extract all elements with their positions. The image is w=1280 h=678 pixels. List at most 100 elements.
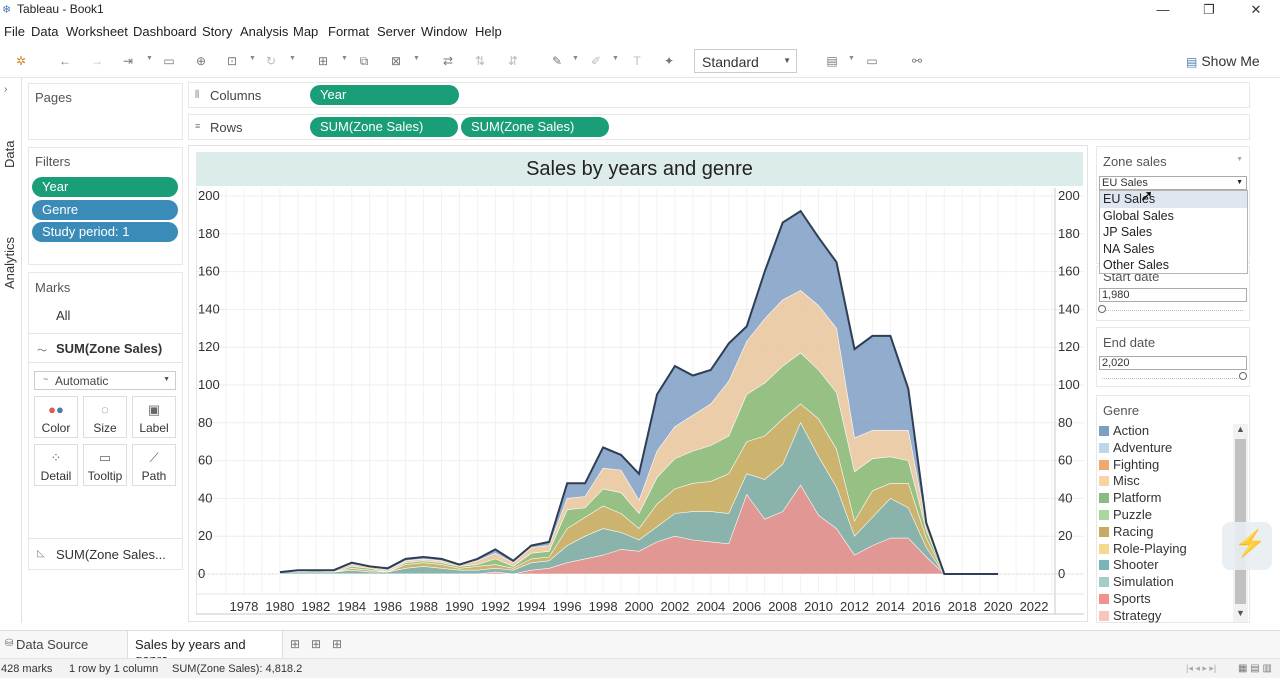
group-caret-icon[interactable]: ▼ [612,55,619,62]
legend-item-shooter[interactable]: Shooter [1099,557,1232,574]
minimize-icon[interactable]: — [1156,2,1170,17]
new-story-tab-icon[interactable]: ⊞ [332,637,343,651]
show-me-button[interactable]: ▤ Show Me [1186,53,1260,69]
refresh-caret-icon[interactable]: ▼ [289,55,296,62]
filter-pill-study-period[interactable]: Study period: 1 [32,222,178,242]
menu-analysis[interactable]: Analysis [240,24,289,39]
menu-worksheet[interactable]: Worksheet [66,24,128,39]
end-date-slider-track[interactable] [1102,378,1243,380]
scroll-down-icon[interactable]: ▼ [1236,608,1245,618]
menu-server[interactable]: Server [377,24,416,39]
rows-pill-2[interactable]: SUM(Zone Sales) [461,117,609,137]
new-dashboard-tab-icon[interactable]: ⊞ [311,637,322,651]
zone-option-jp[interactable]: JP Sales [1103,225,1153,240]
menu-help[interactable]: Help [475,24,502,39]
marks-detail-button[interactable]: ⁘ Detail [34,444,78,486]
legend-item-sports[interactable]: Sports [1099,591,1232,608]
new-worksheet-icon[interactable]: ⊞ [317,54,329,68]
nav-first-icon[interactable]: |◂ ◂ ▸ ▸| [1186,663,1217,673]
legend-item-racing[interactable]: Racing [1099,524,1232,541]
save-icon[interactable]: ▭ [163,54,175,68]
marks-measure-tab[interactable]: 〜 SUM(Zone Sales) [29,333,182,363]
legend-item-action[interactable]: Action [1099,423,1232,440]
marks-all-tab[interactable]: All [56,308,71,323]
show-cards-caret-icon[interactable]: ▼ [848,55,855,62]
tableau-home-icon[interactable]: ✲ [15,54,27,68]
legend-item-adventure[interactable]: Adventure [1099,440,1232,457]
menu-file[interactable]: File [4,24,25,39]
group-icon[interactable]: ✐ [590,54,602,68]
mark-type-select[interactable]: ~ Automatic ▼ [34,371,176,390]
menu-map[interactable]: Map [293,24,319,39]
menu-format[interactable]: Format [328,24,370,39]
sort-ascending-icon[interactable]: ⇅ [474,54,486,68]
zone-sales-select[interactable]: EU Sales ▼ [1099,176,1247,190]
tab-data[interactable]: Data [2,140,17,168]
start-date-slider-track[interactable] [1102,310,1243,312]
zone-option-other[interactable]: Other Sales [1103,258,1170,273]
replay-icon[interactable]: ⇥ [122,54,134,68]
legend-item-fighting[interactable]: Fighting [1099,457,1232,474]
pages-card[interactable]: Pages [28,83,183,140]
clear-caret-icon[interactable]: ▼ [413,55,420,62]
legend-scroll-thumb[interactable] [1235,439,1246,604]
floating-widget[interactable]: ⚡ [1222,522,1272,570]
end-date-input[interactable]: 2,020 [1099,356,1247,370]
zone-option-eu[interactable]: EU Sales [1100,191,1247,208]
zone-option-na[interactable]: NA Sales [1103,241,1155,256]
filter-pill-year[interactable]: Year [32,177,178,197]
legend-item-misc[interactable]: Misc [1099,473,1232,490]
filter-pill-genre[interactable]: Genre [32,200,178,220]
pin-icon[interactable]: ✦ [663,54,675,68]
zone-option-global[interactable]: Global Sales [1103,208,1174,223]
share-icon[interactable]: ⚯ [911,54,923,68]
undo-icon[interactable]: ← [59,54,71,68]
legend-item-strategy[interactable]: Strategy [1099,608,1232,625]
marks-color-button[interactable]: ●● Color [34,396,78,438]
tab-analytics[interactable]: Analytics [2,236,17,289]
restore-icon[interactable]: ❐ [1203,2,1215,17]
menu-window[interactable]: Window [421,24,468,39]
marks-tooltip-button[interactable]: ▭ Tooltip [83,444,127,486]
pause-updates-icon[interactable]: ⊡ [226,54,238,68]
legend-item-puzzle[interactable]: Puzzle [1099,507,1232,524]
menu-story[interactable]: Story [202,24,233,39]
labels-icon[interactable]: T [633,54,641,68]
swap-icon[interactable]: ⇄ [442,54,454,68]
start-date-input[interactable]: 1,980 [1099,288,1247,302]
marks-label-button[interactable]: ▣ Label [132,396,176,438]
marks-second-measure-tab[interactable]: ◺ SUM(Zone Sales... [29,538,182,568]
tab-sheet-active[interactable]: Sales by years and genre [127,631,283,667]
show-cards-icon[interactable]: ▤ [826,54,838,68]
highlight-icon[interactable]: ✎ [551,54,563,68]
replay-caret-icon[interactable]: ▼ [146,55,153,62]
close-icon[interactable]: ✕ [1250,2,1262,17]
end-date-slider-handle[interactable] [1239,372,1247,380]
legend-item-simulation[interactable]: Simulation [1099,574,1232,591]
columns-pill-year[interactable]: Year [310,85,459,105]
expand-pane-icon[interactable]: › [4,84,8,95]
start-date-slider-handle[interactable] [1098,305,1106,313]
rows-pill-1[interactable]: SUM(Zone Sales) [310,117,458,137]
legend-item-role-playing[interactable]: Role-Playing [1099,541,1232,558]
pause-caret-icon[interactable]: ▼ [249,55,256,62]
highlight-caret-icon[interactable]: ▼ [572,55,579,62]
scroll-up-icon[interactable]: ▲ [1236,424,1245,434]
new-worksheet-caret-icon[interactable]: ▼ [341,55,348,62]
new-datasource-icon[interactable]: ⊕ [195,54,207,68]
menu-dashboard[interactable]: Dashboard [133,24,197,39]
clear-sheet-icon[interactable]: ⊠ [390,54,402,68]
tab-data-source[interactable]: Data Source [16,637,89,652]
sort-descending-icon[interactable]: ⇵ [507,54,519,68]
marks-size-button[interactable]: ◌ Size [83,396,127,438]
marks-path-button[interactable]: ⟋ Path [132,444,176,486]
new-worksheet-tab-icon[interactable]: ⊞ [290,637,301,651]
refresh-icon[interactable]: ↻ [265,54,277,68]
presentation-icon[interactable]: ▭ [866,54,878,68]
menu-data[interactable]: Data [31,24,59,39]
redo-icon[interactable]: → [91,54,103,68]
legend-item-platform[interactable]: Platform [1099,490,1232,507]
fit-select[interactable]: Standard ▼ [694,49,797,73]
view-mode-icons[interactable]: ▦ ▤ ▥ [1238,663,1272,674]
